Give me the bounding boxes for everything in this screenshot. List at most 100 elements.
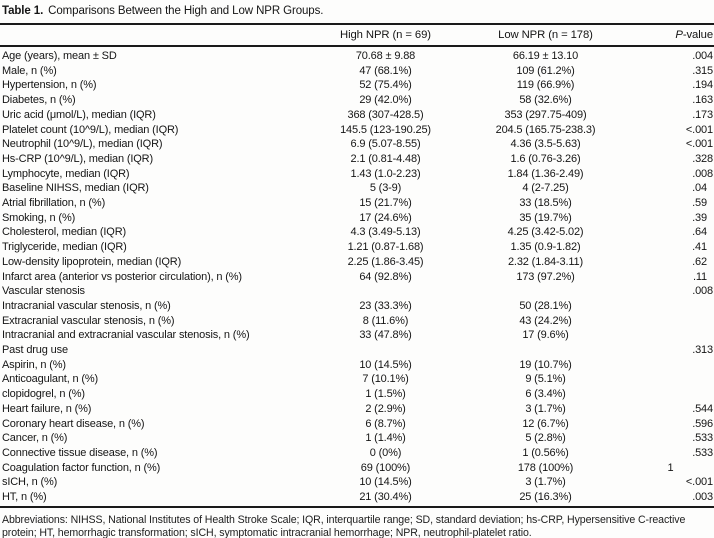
row-label: Atrial fibrillation, n (%) [2,197,106,210]
high-npr-value: 8 (11.6%) [362,314,409,327]
row-label: Diabetes, n (%) [2,94,76,107]
row-label: Uric acid (μmol/L), median (IQR) [2,108,156,121]
bottom-rule [0,505,714,508]
row-label: clopidogrel, n (%) [2,388,85,401]
p-value [628,372,714,387]
table-row: Aspirin, n (%) 10 (14.5%) 19 (10.7%) [0,358,714,373]
row-label: Lymphocyte, median (IQR) [2,167,130,180]
header-high-npr: High NPR (n = 69) [340,29,431,41]
p-value: .59 [692,197,707,210]
high-npr-value: 69 (100%) [360,461,411,474]
row-label: Hs-CRP (10^9/L), median (IQR) [2,152,153,165]
p-value: .315 [692,64,713,77]
low-npr-value: 3 (1.7%) [525,476,566,489]
low-npr-value: 50 (28.1%) [519,299,572,312]
p-value: .008 [692,285,713,298]
high-npr-value: 1.21 (0.87-1.68) [347,241,424,254]
row-label: Platelet count (10^9/L), median (IQR) [2,123,179,136]
p-value: .163 [692,94,713,107]
table-row: clopidogrel, n (%) 1 (1.5%) 6 (3.4%) [0,387,714,402]
table-row: Male, n (%) 47 (68.1%) 109 (61.2%) .315 [0,64,714,79]
table-row: Uric acid (μmol/L), median (IQR) 368 (30… [0,108,714,123]
table-row: Baseline NIHSS, median (IQR) 5 (3-9) 4 (… [0,181,714,196]
row-label: Cholesterol, median (IQR) [2,226,127,239]
table-caption: Comparisons Between the High and Low NPR… [48,5,324,17]
header-low-npr: Low NPR (n = 178) [498,29,593,41]
row-label: Infarct area (anterior vs posterior circ… [2,270,242,283]
high-npr-value: 2.1 (0.81-4.48) [350,152,421,165]
p-value [628,358,714,373]
top-rule [0,23,714,25]
row-label: Cancer, n (%) [2,432,68,445]
p-value: .41 [692,241,707,254]
low-npr-value: 1.6 (0.76-3.26) [510,152,581,165]
row-label: Male, n (%) [2,64,57,77]
p-value [628,299,714,314]
low-npr-value: 17 (9.6%) [522,329,569,342]
low-npr-value: 35 (19.7%) [519,211,572,224]
high-npr-value [308,284,463,299]
low-npr-value: 178 (100%) [517,461,574,474]
low-npr-value: 12 (6.7%) [522,417,569,430]
p-value: .004 [692,50,713,62]
table-row: Hypertension, n (%) 52 (75.4%) 119 (66.9… [0,78,714,93]
row-label: Heart failure, n (%) [2,402,92,415]
p-value: <.001 [685,138,713,151]
p-value: .003 [692,491,713,504]
table-row: Cholesterol, median (IQR) 4.3 (3.49-5.13… [0,225,714,240]
p-value: .194 [692,79,713,92]
p-value [628,387,714,402]
p-value: .173 [692,108,713,121]
low-npr-value: 2.32 (1.84-3.11) [507,255,584,268]
header-rule [0,45,714,47]
low-npr-value: 25 (16.3%) [519,491,572,504]
table-row: Anticoagulant, n (%) 7 (10.1%) 9 (5.1%) [0,372,714,387]
row-label: sICH, n (%) [2,476,58,489]
table-row: Hs-CRP (10^9/L), median (IQR) 2.1 (0.81-… [0,152,714,167]
low-npr-value: 353 (297.75-409) [504,108,587,121]
low-npr-value: 119 (66.9%) [516,79,575,92]
low-npr-value: 9 (5.1%) [525,373,566,386]
low-npr-value: 109 (61.2%) [516,64,575,77]
high-npr-value: 6 (8.7%) [365,417,406,430]
row-label: Coagulation factor function, n (%) [2,461,161,474]
p-value: .11 [692,270,707,283]
p-value: <.001 [685,476,713,489]
low-npr-value: 204.5 (165.75-238.3) [495,123,596,136]
p-symbol: P [675,29,683,41]
row-label: Neutrophil (10^9/L), median (IQR) [2,138,163,151]
table-row: Extracranial vascular stenosis, n (%) 8 … [0,314,714,329]
row-label: Anticoagulant, n (%) [2,373,99,386]
table-row: Smoking, n (%) 17 (24.6%) 35 (19.7%) .39 [0,211,714,226]
table-row: Vascular stenosis .008 [0,284,714,299]
table-row: Heart failure, n (%) 2 (2.9%) 3 (1.7%) .… [0,402,714,417]
high-npr-value: 145.5 (123-190.25) [340,123,431,136]
low-npr-value: 19 (10.7%) [519,358,572,371]
high-npr-value: 368 (307-428.5) [347,108,424,121]
high-npr-value: 29 (42.0%) [359,94,412,107]
low-npr-value [463,343,628,358]
p-value: .39 [692,211,707,224]
table-row: Age (years), mean ± SD 70.68 ± 9.88 66.1… [0,49,714,64]
high-npr-value: 6.9 (5.07-8.55) [350,138,421,151]
p-value: .544 [692,402,713,415]
table-row: Platelet count (10^9/L), median (IQR) 14… [0,123,714,138]
low-npr-value: 43 (24.2%) [519,314,572,327]
p-value: .313 [692,344,713,357]
table-row: Diabetes, n (%) 29 (42.0%) 58 (32.6%) .1… [0,93,714,108]
low-npr-value: 58 (32.6%) [519,94,572,107]
high-npr-value: 21 (30.4%) [359,491,412,504]
high-npr-value: 47 (68.1%) [359,64,412,77]
high-npr-value: 15 (21.7%) [359,197,412,210]
row-label: Age (years), mean ± SD [2,50,117,62]
table-row: Atrial fibrillation, n (%) 15 (21.7%) 33… [0,196,714,211]
high-npr-value: 64 (92.8%) [359,270,412,283]
p-value: <.001 [685,123,713,136]
low-npr-value: 66.19 ± 13.10 [512,50,579,62]
p-value: .596 [692,417,713,430]
low-npr-value: 4.36 (3.5-5.63) [510,138,581,151]
low-npr-value: 6 (3.4%) [525,388,566,401]
row-label: HT, n (%) [2,491,47,504]
p-value: .328 [692,152,713,165]
